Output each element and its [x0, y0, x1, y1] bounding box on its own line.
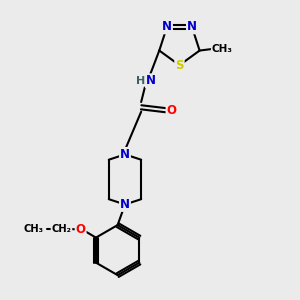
Text: CH₂: CH₂: [52, 224, 71, 234]
Text: N: N: [162, 20, 172, 33]
Text: N: N: [146, 74, 156, 87]
Text: CH₃: CH₃: [212, 44, 233, 54]
Text: O: O: [167, 104, 176, 117]
Text: H: H: [136, 76, 145, 86]
Text: N: N: [187, 20, 197, 33]
Text: N: N: [120, 148, 130, 161]
Text: O: O: [76, 223, 85, 236]
Text: N: N: [120, 198, 130, 211]
Text: CH₃: CH₃: [24, 224, 44, 234]
Text: S: S: [175, 59, 184, 72]
